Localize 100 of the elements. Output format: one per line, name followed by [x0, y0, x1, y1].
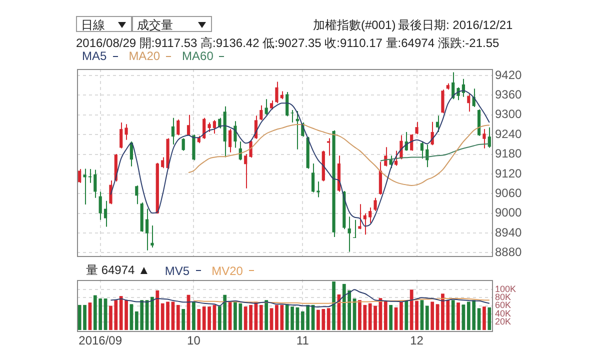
candlestick — [124, 124, 128, 140]
candlestick — [467, 94, 470, 112]
candlestick — [316, 181, 320, 198]
candlestick — [78, 168, 82, 184]
candlestick — [384, 146, 388, 167]
bar — [182, 308, 186, 330]
candlestick — [275, 81, 278, 104]
bar — [192, 302, 196, 330]
bar — [400, 302, 403, 330]
candlestick — [208, 122, 211, 132]
bar — [332, 282, 336, 330]
candlestick — [212, 120, 216, 134]
candlestick — [327, 138, 330, 156]
candlestick — [228, 128, 232, 153]
bar — [384, 300, 388, 330]
bar — [456, 302, 460, 330]
candlestick — [400, 134, 403, 160]
text: 最後日期: 2016/12/21 — [398, 17, 513, 34]
y-tick-label: 9120 — [495, 166, 522, 180]
bar — [482, 306, 486, 330]
chart-subtitle: 2016/08/29 開:9117.53 高:9136.42 低:9027.35 收:9110.17 量:64974 漲跌:-21.55 — [76, 35, 500, 52]
candlestick — [186, 114, 190, 136]
y-tick-label: 9000 — [495, 206, 522, 220]
legend-label: MA20 — [128, 49, 160, 63]
candlestick — [378, 161, 382, 196]
bar — [171, 302, 175, 330]
candlestick — [135, 184, 138, 205]
candlestick — [244, 153, 248, 189]
candlestick — [260, 104, 263, 121]
bar — [176, 304, 180, 330]
candlestick — [394, 150, 398, 166]
bar — [326, 308, 330, 330]
candlestick — [363, 212, 366, 236]
y-tick-label: 80K — [495, 292, 512, 302]
x-tick-label: 10 — [187, 334, 201, 348]
bar — [264, 300, 268, 330]
bar — [404, 300, 408, 330]
legend-label: MA5 — [82, 49, 107, 63]
line-series — [110, 289, 490, 308]
bar — [197, 308, 201, 330]
x-tick-label: 12 — [410, 334, 424, 348]
dropdown: 日線 — [76, 16, 132, 32]
bar — [477, 308, 481, 330]
candlestick — [182, 138, 185, 152]
y-tick-label: 9300 — [495, 107, 522, 122]
candlestick — [145, 208, 149, 251]
bar — [270, 308, 274, 330]
candlestick — [286, 91, 289, 117]
candlestick — [150, 224, 154, 248]
x-tick-label: 11 — [296, 334, 310, 348]
y-tick-label: 9060 — [495, 186, 522, 200]
bar — [425, 306, 429, 330]
y-tick-label: 9240 — [495, 126, 522, 141]
candlestick — [358, 204, 362, 230]
candlestick — [290, 110, 294, 123]
y-tick-label: 8880 — [495, 245, 522, 260]
candlestick — [441, 89, 444, 114]
candlestick — [88, 168, 92, 184]
y-tick-label: 9180 — [495, 146, 522, 161]
candlestick — [415, 121, 418, 135]
candlestick — [456, 86, 460, 101]
candlestick — [83, 168, 86, 205]
bar — [259, 304, 263, 330]
bar — [389, 304, 393, 330]
candlestick — [94, 169, 97, 198]
candlestick — [482, 128, 486, 149]
y-tick-label: 8940 — [495, 225, 522, 240]
candlestick — [161, 156, 164, 169]
bar — [451, 300, 455, 330]
y-tick-label: 100K — [495, 284, 516, 294]
candlestick — [104, 200, 108, 228]
candlestick — [420, 142, 424, 160]
bar — [150, 296, 154, 330]
bar — [430, 302, 434, 330]
bar — [488, 307, 492, 330]
candlestick — [98, 191, 102, 220]
y-tick-label: 60K — [495, 300, 512, 310]
bar — [156, 290, 160, 330]
candlestick — [311, 162, 315, 193]
candlestick — [488, 126, 491, 148]
legend-title: 量 64974 ▲ — [86, 262, 150, 279]
candlestick — [120, 122, 123, 149]
candlestick — [264, 98, 268, 116]
legend-label: MV5 — [164, 264, 190, 278]
y-tick-label: 9420 — [495, 68, 522, 82]
candlestick — [176, 119, 180, 136]
candlestick — [374, 197, 377, 212]
legend-label: MA60 — [182, 49, 214, 63]
candlestick — [348, 216, 351, 252]
chart-title: 加權指數(#001) — [313, 17, 396, 34]
candlestick — [249, 140, 252, 158]
candlestick — [389, 155, 392, 169]
y-tick-label: 9360 — [495, 88, 522, 102]
legend-label: MV20 — [212, 264, 243, 278]
y-tick-label: 20K — [495, 316, 512, 326]
candlestick — [436, 115, 440, 132]
candlestick — [171, 117, 175, 145]
candlestick — [368, 206, 372, 224]
x-tick-label: 2016/09 — [78, 334, 122, 348]
dropdown: 成交量 — [132, 16, 212, 32]
